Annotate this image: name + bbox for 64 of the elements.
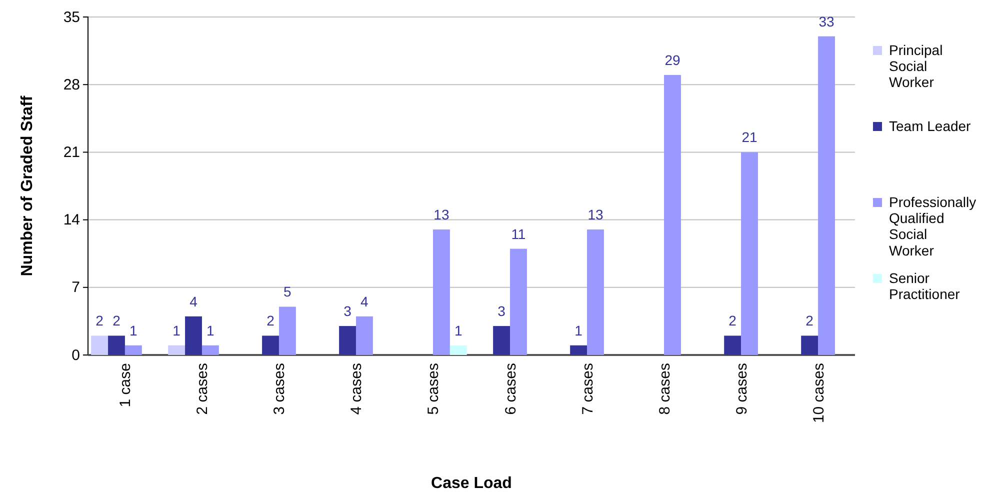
x-tick-label: 9 cases [733, 363, 750, 415]
bar [664, 74, 681, 355]
bar [108, 336, 125, 355]
y-tick-label: 0 [72, 346, 80, 364]
x-axis-title: Case Load [431, 475, 512, 492]
bar [124, 345, 142, 355]
bar [570, 345, 588, 355]
bar [432, 229, 450, 355]
bar [587, 229, 604, 355]
legend-label: Principal Social Worker [889, 42, 943, 90]
bar [510, 248, 527, 355]
x-tick-label: 4 cases [348, 363, 366, 415]
data-label: 3 [344, 303, 352, 320]
x-tick-label: 10 cases [810, 363, 828, 424]
bar [741, 152, 758, 355]
bar [724, 336, 742, 355]
data-label: 1 [172, 322, 181, 338]
y-tick-label: 28 [63, 76, 80, 94]
bar [450, 345, 467, 355]
x-tick-label: 2 cases [194, 363, 212, 415]
data-label: 33 [818, 13, 835, 30]
x-tick-label: 1 case [117, 363, 134, 408]
data-label: 13 [588, 206, 604, 222]
data-label: 5 [284, 284, 292, 300]
y-axis-title: Number of Graded Staff [19, 95, 36, 276]
data-label: 1 [206, 322, 215, 338]
data-label: 4 [190, 293, 198, 310]
data-label: 1 [574, 322, 583, 338]
bar [493, 326, 510, 355]
data-label: 2 [806, 312, 814, 329]
bar [168, 345, 186, 355]
data-label: 4 [360, 293, 369, 310]
legend-label: Team Leader [889, 118, 972, 134]
y-tick-label: 14 [63, 212, 80, 229]
data-label: 2 [728, 312, 737, 329]
bar [356, 316, 373, 355]
data-label: 2 [96, 312, 104, 329]
bar [262, 336, 279, 355]
bar [801, 336, 818, 355]
bar [202, 345, 219, 355]
data-label: 2 [266, 312, 275, 329]
data-label: 1 [454, 322, 463, 338]
data-label: 29 [664, 52, 680, 68]
y-tick-label: 21 [63, 144, 80, 161]
x-tick-label: 5 cases [425, 363, 442, 415]
data-label: 1 [130, 322, 138, 338]
data-label: 13 [434, 206, 450, 222]
data-label: 11 [511, 226, 526, 242]
x-tick-label: 7 cases [579, 363, 596, 415]
data-label: 2 [112, 312, 121, 329]
y-tick-label: 35 [63, 8, 80, 26]
x-tick-label: 3 cases [271, 363, 288, 415]
x-tick-label: 8 cases [656, 363, 674, 415]
bar [185, 316, 202, 355]
bar [818, 36, 835, 355]
data-label: 21 [742, 129, 758, 146]
legend-label: Senior Practitioner [889, 270, 960, 302]
data-label: 3 [498, 303, 506, 320]
x-tick-label: 6 cases [502, 363, 520, 415]
bar [91, 336, 108, 355]
bar [278, 306, 296, 355]
legend-label: Professionally Qualified Social Worker [889, 194, 976, 258]
bar [339, 326, 356, 355]
y-tick-label: 7 [72, 279, 80, 296]
